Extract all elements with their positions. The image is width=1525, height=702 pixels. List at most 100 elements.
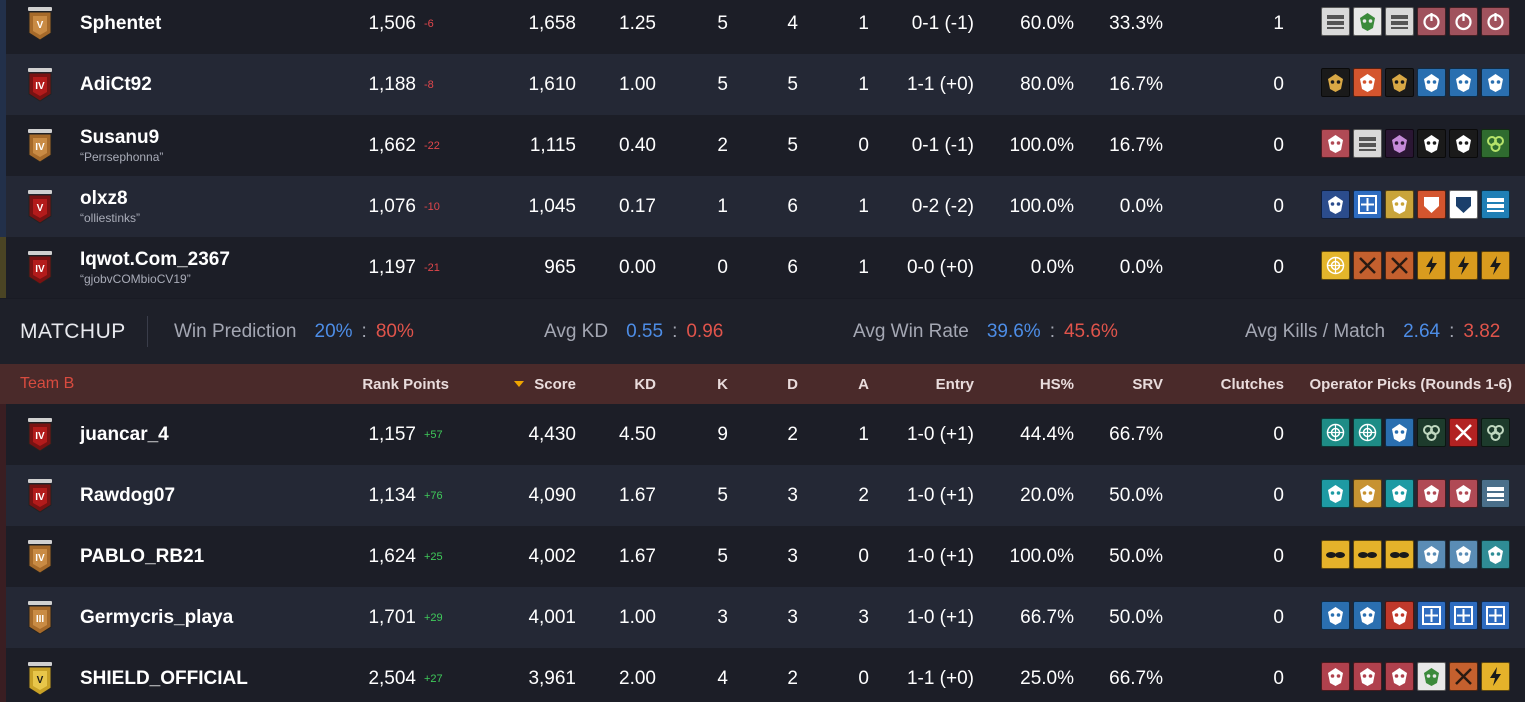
player-name[interactable]: olxz8 bbox=[80, 187, 128, 209]
player-row[interactable]: IV Rawdog07 1,134 +76 4,090 1.67 5 3 2 1-0 (+1) 20… bbox=[0, 465, 1525, 526]
wings-op-icon bbox=[1385, 190, 1414, 219]
rank-badge-icon: IV bbox=[26, 251, 54, 285]
entry-value: 0-0 (+0) bbox=[906, 256, 974, 278]
player-name-block[interactable]: juancar_4 bbox=[80, 404, 169, 465]
score-value: 3,961 bbox=[528, 667, 576, 689]
player-row[interactable]: V SHIELD_OFFICIAL 2,504 +27 3,961 2.00 4 2 0 1-1 … bbox=[0, 648, 1525, 702]
assists-value: 1 bbox=[858, 12, 869, 34]
rank-points-value: 1,197 bbox=[368, 256, 416, 278]
team-color-strip bbox=[0, 465, 6, 526]
player-row[interactable]: IV juancar_4 1,157 +57 4,430 4.50 9 2 1 1-0 (+1) 4… bbox=[0, 404, 1525, 465]
card-op-icon bbox=[1481, 190, 1510, 219]
sort-desc-icon bbox=[514, 381, 525, 387]
player-row[interactable]: IV Iqwot.Com_2367 “gjobvCOMbioCV19” 1,197 -2… bbox=[0, 237, 1525, 298]
col-headshot-pct[interactable]: HS% bbox=[990, 364, 1074, 404]
operator-picks bbox=[1321, 7, 1510, 39]
gasmask-op-icon bbox=[1449, 479, 1478, 508]
hourglass-op-icon bbox=[1385, 68, 1414, 97]
rank-points-delta: -8 bbox=[424, 78, 434, 91]
power-op-icon bbox=[1481, 7, 1510, 36]
team-color-strip bbox=[0, 115, 6, 176]
rank-points-value: 1,076 bbox=[368, 195, 416, 217]
deaths-value: 2 bbox=[787, 667, 798, 689]
col-assists[interactable]: A bbox=[830, 364, 869, 404]
headshot-pct-value: 100.0% bbox=[1009, 195, 1074, 217]
entry-value: 1-0 (+1) bbox=[906, 545, 974, 567]
kd-value: 1.67 bbox=[619, 545, 656, 567]
player-row[interactable]: V Sphentet 1,506 -6 1,658 1.25 5 4 1 0-1 (-1) 60.0… bbox=[0, 0, 1525, 54]
col-deaths[interactable]: D bbox=[760, 364, 798, 404]
player-row[interactable]: IV AdiCt92 1,188 -8 1,610 1.00 5 5 1 1-1 (+0) 80.0… bbox=[0, 54, 1525, 115]
headshot-pct-value: 25.0% bbox=[1020, 667, 1074, 689]
player-name-block[interactable]: SHIELD_OFFICIAL bbox=[80, 648, 248, 702]
player-name[interactable]: PABLO_RB21 bbox=[80, 545, 205, 567]
col-clutches[interactable]: Clutches bbox=[1190, 364, 1284, 404]
fox-op-icon bbox=[1449, 129, 1478, 158]
player-alias: “olliestinks” bbox=[80, 210, 141, 225]
player-alias: “Perrsephonna” bbox=[80, 149, 164, 164]
rank-points-delta: +25 bbox=[424, 550, 443, 563]
rank-badge-icon: V bbox=[26, 190, 54, 224]
score-value: 1,610 bbox=[528, 73, 576, 95]
player-name-block[interactable]: olxz8 “olliestinks” bbox=[80, 176, 140, 237]
rank-points-value: 1,624 bbox=[368, 545, 416, 567]
operator-picks bbox=[1321, 540, 1510, 572]
player-row[interactable]: IV Susanu9 “Perrsephonna” 1,662 -22 1,115 0.40… bbox=[0, 115, 1525, 176]
headshot-pct-value: 100.0% bbox=[1009, 545, 1074, 567]
player-row[interactable]: III Germycris_playa 1,701 +29 4,001 1.00 3 3 3 1-… bbox=[0, 587, 1525, 648]
entry-value: 0-1 (-1) bbox=[911, 134, 974, 156]
kd-value: 1.25 bbox=[619, 12, 656, 34]
kills-value: 5 bbox=[717, 12, 728, 34]
fist-op-icon bbox=[1449, 251, 1478, 280]
player-name-block[interactable]: Iqwot.Com_2367 “gjobvCOMbioCV19” bbox=[80, 237, 230, 298]
entry-value: 1-0 (+1) bbox=[906, 423, 974, 445]
barricade-op-icon bbox=[1353, 129, 1382, 158]
player-name[interactable]: Sphentet bbox=[80, 12, 162, 34]
gasmask-op-icon bbox=[1321, 129, 1350, 158]
player-name[interactable]: SHIELD_OFFICIAL bbox=[80, 667, 248, 689]
col-entry[interactable]: Entry bbox=[880, 364, 974, 404]
col-kd[interactable]: KD bbox=[590, 364, 656, 404]
survival-pct-value: 0.0% bbox=[1119, 195, 1163, 217]
col-rank-points[interactable]: Rank Points bbox=[340, 364, 449, 404]
player-name[interactable]: AdiCt92 bbox=[80, 73, 152, 95]
mask-op-icon bbox=[1321, 601, 1350, 630]
team-color-strip bbox=[0, 404, 6, 465]
rank-tier-label: V bbox=[37, 20, 44, 31]
player-name-block[interactable]: PABLO_RB21 bbox=[80, 526, 204, 587]
rank-points-delta: +76 bbox=[424, 489, 443, 502]
player-name[interactable]: Susanu9 bbox=[80, 126, 160, 148]
player-name-block[interactable]: Germycris_playa bbox=[80, 587, 233, 648]
score-value: 4,001 bbox=[528, 606, 576, 628]
col-kills-text: K bbox=[717, 375, 728, 393]
player-name-block[interactable]: Sphentet bbox=[80, 0, 161, 54]
kd-value: 2.00 bbox=[619, 667, 656, 689]
rank-badge-icon: IV bbox=[26, 68, 54, 102]
cross-op-icon bbox=[1385, 251, 1414, 280]
col-survival-pct[interactable]: SRV bbox=[1080, 364, 1163, 404]
player-name[interactable]: Rawdog07 bbox=[80, 484, 176, 506]
rank-tier-label: IV bbox=[35, 264, 45, 275]
shield-op-icon bbox=[1417, 190, 1446, 219]
col-score[interactable]: Score bbox=[470, 364, 576, 404]
helmet-op-icon bbox=[1481, 540, 1510, 569]
power-op-icon bbox=[1449, 7, 1478, 36]
col-kills[interactable]: K bbox=[690, 364, 728, 404]
assists-value: 0 bbox=[858, 134, 869, 156]
player-name-block[interactable]: Rawdog07 bbox=[80, 465, 175, 526]
deaths-value: 3 bbox=[787, 606, 798, 628]
kills-value: 5 bbox=[717, 73, 728, 95]
headshot-pct-value: 20.0% bbox=[1020, 484, 1074, 506]
player-row[interactable]: IV PABLO_RB21 1,624 +25 4,002 1.67 5 3 0 1-0 (+1)… bbox=[0, 526, 1525, 587]
entry-value: 0-2 (-2) bbox=[911, 195, 974, 217]
player-name[interactable]: Iqwot.Com_2367 bbox=[80, 248, 230, 270]
player-name[interactable]: Germycris_playa bbox=[80, 606, 234, 628]
avg-kills-per-match-stat: Avg Kills / Match 2.64:3.82 bbox=[1245, 299, 1500, 364]
sword-op-icon bbox=[1449, 418, 1478, 447]
player-name-block[interactable]: AdiCt92 bbox=[80, 54, 152, 115]
slash-op-icon bbox=[1385, 129, 1414, 158]
player-name-block[interactable]: Susanu9 “Perrsephonna” bbox=[80, 115, 163, 176]
player-name[interactable]: juancar_4 bbox=[80, 423, 169, 445]
team-b-label-text: Team B bbox=[20, 375, 75, 392]
